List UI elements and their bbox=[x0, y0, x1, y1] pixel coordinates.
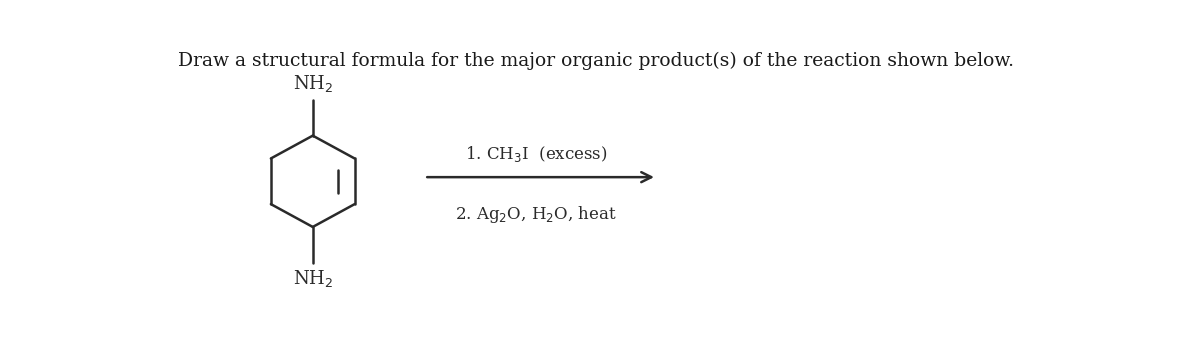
Text: Draw a structural formula for the major organic product(s) of the reaction shown: Draw a structural formula for the major … bbox=[178, 51, 1014, 70]
Text: NH$_2$: NH$_2$ bbox=[293, 73, 332, 94]
Text: 2. Ag$_2$O, H$_2$O, heat: 2. Ag$_2$O, H$_2$O, heat bbox=[455, 204, 617, 225]
Text: NH$_2$: NH$_2$ bbox=[293, 269, 332, 289]
Text: 1. CH$_3$I  (excess): 1. CH$_3$I (excess) bbox=[464, 144, 607, 164]
